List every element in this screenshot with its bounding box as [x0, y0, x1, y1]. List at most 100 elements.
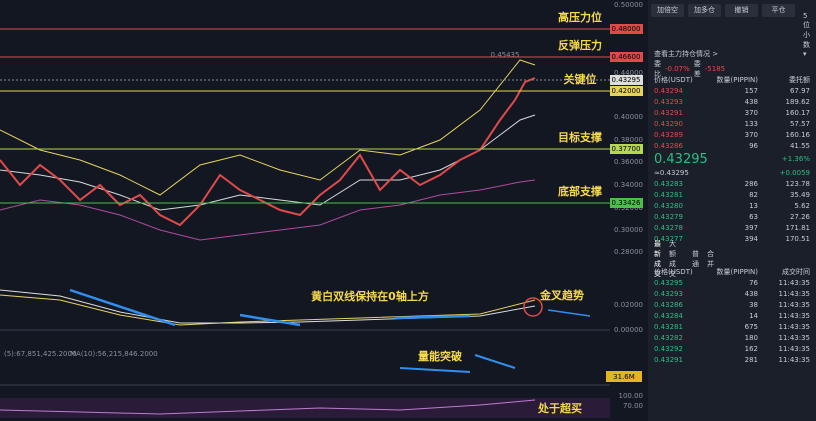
bid-row-cell: 0.43283 [654, 179, 683, 188]
trade-row: 0.43284 14 11:43:35 [648, 310, 816, 321]
action-button[interactable]: 平仓 [762, 4, 795, 17]
toggle: 合并 [707, 250, 714, 268]
ask-row: 0.43286 96 41.55 [648, 140, 816, 151]
trade-row-cell: 11:43:35 [778, 344, 810, 353]
bid-row-cell: 27.26 [789, 212, 810, 221]
order-panel: 加倍空 加多仓 撤销 平仓 5位小数 ▾ 查看主力持仓情况 > 委比 -0.07% 委差 -518… [648, 0, 816, 421]
peak-label: 0.45435 [491, 51, 520, 59]
ask-row: 0.43291 370 160.17 [648, 107, 816, 118]
bid-row-cell: 0.43279 [654, 212, 683, 221]
bid-row-cell: 123.78 [785, 179, 811, 188]
trade-row: 0.43281 675 11:43:35 [648, 321, 816, 332]
trade-row-cell: 438 [744, 289, 758, 298]
price-tag-box [610, 75, 643, 85]
trade-row: 0.43291 281 11:43:35 [648, 354, 816, 365]
ask-row-cell: 160.17 [785, 108, 811, 117]
trade-row-cell: 0.43286 [654, 300, 683, 309]
trade-tab[interactable]: 最新成交 [654, 240, 661, 278]
price-axis-label: 0.28000 [614, 248, 643, 256]
arrow [394, 314, 471, 320]
volume-header: (5):67,851,425.2000 [4, 350, 76, 358]
trade-row-cell: 11:43:35 [778, 300, 810, 309]
book-header-cell: 委托额 [789, 75, 810, 84]
ratio-text: 委差 [693, 59, 701, 78]
ask-row-cell: 0.43294 [654, 86, 683, 95]
price-axis-label: 0.34000 [614, 181, 643, 189]
arrow [399, 367, 471, 373]
last-sub-row: ≈0.43295 +0.0059 [648, 167, 816, 178]
ask-row-cell: 370 [744, 108, 758, 117]
arrow [239, 313, 301, 327]
ratio-text: 委比 [654, 59, 661, 78]
trade-row-cell: 0.43284 [654, 311, 683, 320]
trade-header: 价格(USDT) 数量(PIPPIN) 成交时间 [648, 266, 816, 277]
trade-row-cell: 11:43:35 [778, 355, 810, 364]
ask-row-cell: 41.55 [789, 141, 810, 150]
ask-row-cell: 157 [744, 86, 758, 95]
trade-row-cell: 14 [749, 311, 758, 320]
rsi-axis-label: 70.00 [623, 402, 643, 410]
action-button[interactable]: 加倍空 [651, 4, 684, 17]
trade-row-cell: 675 [744, 322, 758, 331]
bid-row-cell: 35.49 [789, 190, 810, 199]
main-position-row: 查看主力持仓情况 > [648, 48, 816, 59]
price-tag-box [610, 52, 643, 62]
last-price: 0.43295 [654, 151, 708, 167]
bid-row-cell: 394 [744, 234, 758, 243]
bid-row: 0.43283 286 123.78 [648, 178, 816, 189]
lower-band [0, 179, 536, 241]
level-name: 高压力位 [558, 10, 602, 24]
decimals-button[interactable]: 5位小数 ▾ [803, 11, 810, 58]
level-name: 关键位 [564, 72, 597, 86]
button-bar[interactable]: 加倍空 加多仓 撤销 平仓 [648, 0, 816, 17]
price-path [0, 77, 536, 227]
bid-row-cell: 0.43277 [654, 234, 683, 243]
bid-row-cell: 0.43281 [654, 190, 683, 199]
bid-row-cell: 286 [744, 179, 758, 188]
trade-tab[interactable]: 大额成交 [669, 240, 676, 278]
bid-row: 0.43277 394 170.51 [648, 233, 816, 244]
chart: 0.45435 黄白双线保持在0轴上方 金叉趋势 (5):67,851,425.… [0, 0, 648, 421]
arrow [474, 354, 516, 369]
ratio-text: -0.07% [665, 64, 690, 73]
bid-row-cell: 171.81 [785, 223, 811, 232]
ask-row-cell: 96 [749, 141, 758, 150]
price-tag: 0.37700 [612, 145, 641, 153]
price-tag-box [610, 86, 643, 96]
price-tag-box [610, 144, 643, 154]
rsi-note: 处于超买 [537, 401, 582, 415]
bid-row: 0.43279 63 27.26 [648, 211, 816, 222]
trade-row-cell: 11:43:35 [778, 278, 810, 287]
price-tag-box [610, 198, 643, 208]
upper-band [0, 59, 536, 196]
level-name: 反弹压力 [558, 38, 602, 52]
background [0, 0, 648, 421]
bid-row-cell: 170.51 [785, 234, 811, 243]
price-tag: 0.48000 [612, 25, 641, 33]
ask-row-cell: 438 [744, 97, 758, 106]
book-header-cell: 价格(USDT) [654, 75, 693, 84]
trade-row-cell: 0.43291 [654, 355, 683, 364]
bid-row-cell: 397 [744, 223, 758, 232]
book-header-cell: 数量(PIPPIN) [716, 75, 759, 84]
price-tag: 0.42000 [612, 87, 641, 95]
action-button[interactable]: 加多仓 [688, 4, 721, 17]
cross-note: 金叉趋势 [539, 288, 584, 302]
price-tag: 0.33426 [612, 199, 641, 207]
price-tag: 0.46600 [612, 53, 641, 61]
trade-row: 0.43282 180 11:43:35 [648, 332, 816, 343]
level-name: 底部支撑 [558, 184, 602, 198]
price-axis-label: 0.38000 [614, 136, 643, 144]
ask-row-cell: 189.62 [785, 97, 811, 106]
bid-row: 0.43278 397 171.81 [648, 222, 816, 233]
ask-row: 0.43294 157 67.97 [648, 85, 816, 96]
macd-note: 黄白双线保持在0轴上方 [311, 289, 429, 303]
trade-header-cell: 数量(PIPPIN) [716, 267, 759, 276]
action-button[interactable]: 撤销 [725, 4, 758, 17]
trade-row-cell: 11:43:35 [778, 333, 810, 342]
rsi-axis-label: 100.00 [619, 392, 644, 400]
bid-row-cell: 63 [749, 212, 758, 221]
tab-row[interactable]: 最新成交 大额成交 普通 合并 [648, 240, 816, 278]
arrow [547, 309, 591, 317]
price-axis-label: 0.40000 [614, 113, 643, 121]
